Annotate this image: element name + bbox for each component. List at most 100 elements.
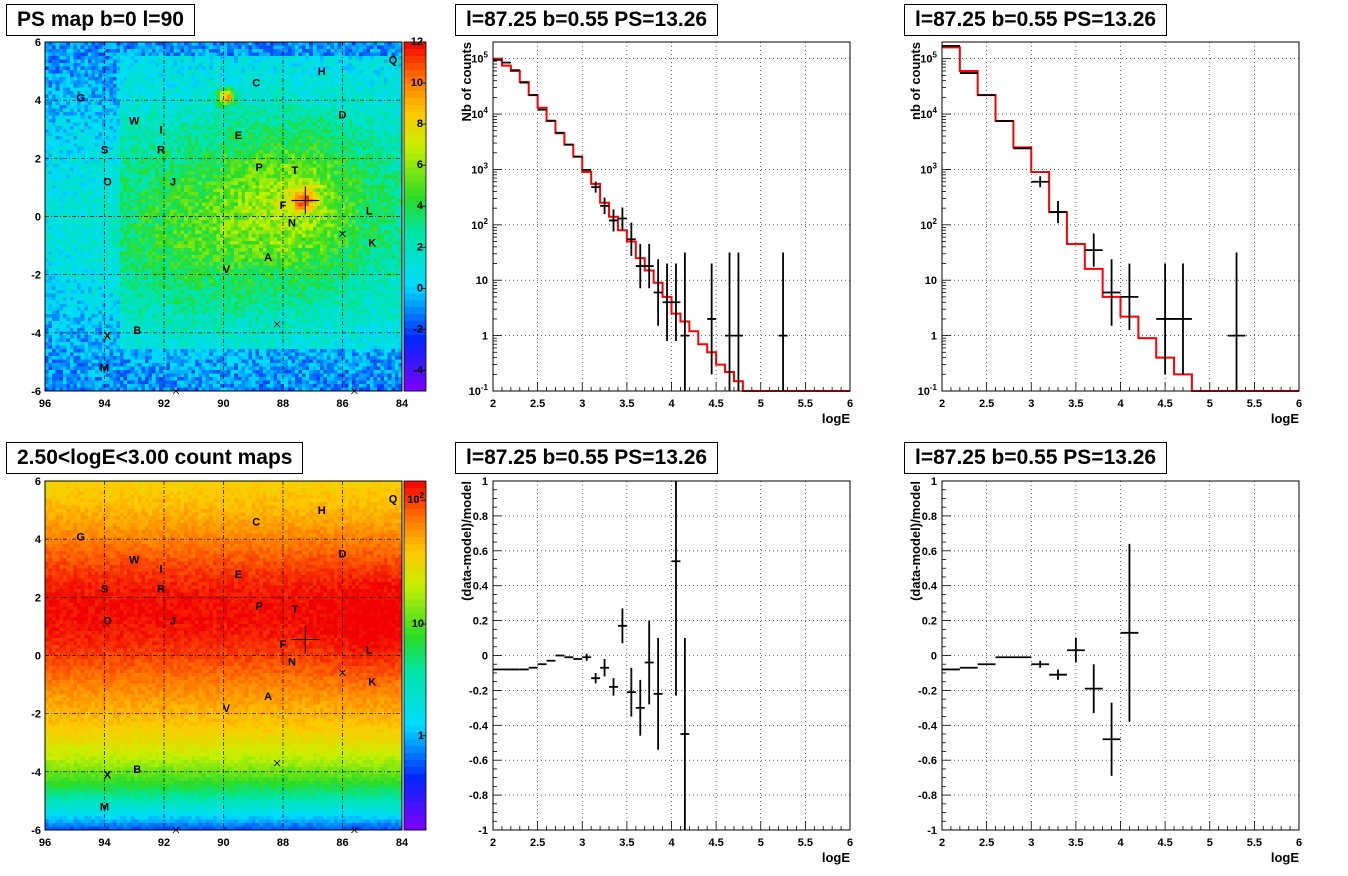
source-label-O: O — [103, 616, 112, 628]
source-label-A: A — [264, 691, 272, 703]
source-label-R: R — [157, 145, 165, 157]
res_bot1-xtick-label: 2.5 — [530, 837, 545, 849]
res_bot2-ytick-label: 0 — [931, 651, 937, 663]
source-label-K: K — [368, 238, 376, 250]
res_bot1-ytick-label: -0.2 — [469, 685, 488, 697]
res_bot1-ytick-label: 1 — [482, 476, 488, 488]
map_top-colorbar-tick: 0 — [417, 282, 423, 294]
source-label-C: C — [252, 517, 260, 529]
source-label-I: I — [159, 563, 162, 575]
map_bottom-ytick-label: -2 — [31, 709, 41, 721]
spec_top1-ytick-label: 1 — [482, 331, 488, 343]
source-label-G: G — [76, 531, 85, 543]
spec_top1-xlabel: logE — [822, 411, 850, 426]
source-label-T: T — [292, 604, 299, 616]
map_top-colorbar-tick: -4 — [413, 364, 424, 376]
res_bot1-xtick-label: 6 — [847, 837, 853, 849]
source-label-B: B — [133, 325, 141, 337]
res_bot2-xtick-label: 4.5 — [1157, 837, 1172, 849]
source-label-D: D — [339, 549, 347, 561]
spec_top2-ytick-label: 102 — [920, 217, 937, 232]
res_bot1-ytick-label: -1 — [478, 825, 488, 837]
res_bot2-ytick-label: 1 — [931, 476, 937, 488]
spec_top2-xtick-label: 3.5 — [1068, 398, 1083, 410]
source-label-P: P — [256, 162, 263, 174]
source-label-W: W — [129, 116, 140, 128]
source-label-V: V — [223, 264, 231, 276]
source-label-C: C — [252, 78, 260, 90]
res_bot1-ylabel: (data-model)/model — [459, 481, 474, 601]
source-label-A: A — [264, 252, 272, 264]
map_bottom-ytick-label: 0 — [35, 651, 41, 663]
res_bot2-xtick-label: 5.5 — [1247, 837, 1262, 849]
source-label-L: L — [366, 645, 373, 657]
res_bot2-xtick-label: 4 — [1117, 837, 1124, 849]
spec_top2-xlabel: logE — [1271, 411, 1299, 426]
spectrum-top1-title: l=87.25 b=0.55 PS=13.26 — [455, 4, 718, 36]
spec_top2-xtick-label: 2.5 — [979, 398, 994, 410]
map-top-title: PS map b=0 l=90 — [6, 4, 195, 36]
res_bot1-ytick-label: 0.2 — [473, 616, 488, 628]
source-label-S: S — [101, 145, 108, 157]
map-bottom-title: 2.50<logE<3.00 count maps — [6, 442, 303, 474]
map_top-ytick-label: 0 — [35, 212, 41, 224]
source-label-Q: Q — [389, 493, 398, 505]
spec_top1-xtick-label: 3.5 — [619, 398, 634, 410]
source-label-D: D — [339, 110, 347, 122]
res_bot1-xtick-label: 2 — [490, 837, 496, 849]
res_bot1-ytick-label: -0.6 — [469, 755, 488, 767]
spec_top1-xtick-label: 5 — [758, 398, 764, 410]
map_bottom-xtick-label: 88 — [277, 837, 289, 849]
spec_top1-xtick-label: 3 — [579, 398, 585, 410]
map_top-ytick-label: -2 — [31, 270, 41, 282]
source-label-J: J — [170, 616, 176, 628]
spec_top1-ytick-label: 102 — [471, 217, 488, 232]
source-label-F: F — [280, 200, 287, 212]
res_bot2-xtick-label: 3 — [1028, 837, 1034, 849]
res_bot2-ytick-label: 0.2 — [922, 616, 937, 628]
spec_top2-xtick-label: 4 — [1117, 398, 1124, 410]
map_top-colorbar-tick: -2 — [413, 323, 423, 335]
res_bot1-ytick-label: 0.8 — [473, 511, 488, 523]
source-label-F: F — [280, 639, 287, 651]
source-label-T: T — [292, 165, 299, 177]
spec_top1-xtick-label: 4 — [668, 398, 675, 410]
res_bot2-plot: 2 2.5 3 3.5 4 4.5 5 5.5 6-1-0.8-0.6-0.4-0.200.20… — [908, 476, 1302, 865]
res_bot2-xtick-label: 3.5 — [1068, 837, 1083, 849]
source-label-L: L — [366, 206, 373, 218]
spec_top1-xtick-label: 6 — [847, 398, 853, 410]
res_bot2-ytick-label: -0.2 — [918, 685, 937, 697]
source-label-X: X — [104, 770, 112, 782]
map_top-colorbar-tick: 6 — [417, 159, 423, 171]
spec_top2-xtick-label: 5.5 — [1247, 398, 1262, 410]
map_bottom-xtick-label: 94 — [98, 837, 111, 849]
res_bot2-xtick-label: 6 — [1296, 837, 1302, 849]
source-label-O: O — [103, 177, 112, 189]
res_bot2-ytick-label: 0.4 — [922, 581, 938, 593]
map_bottom-xtick-label: 90 — [217, 837, 229, 849]
res_bot1-ytick-label: -0.4 — [469, 720, 489, 732]
res_bot2-ytick-label: 0.6 — [922, 546, 937, 558]
map_top-xtick-label: 96 — [39, 398, 51, 410]
spec_top2-xtick-label: 2 — [939, 398, 945, 410]
source-label-H: H — [318, 66, 326, 78]
source-label-X: X — [104, 331, 112, 343]
map_bottom-ytick-label: 4 — [35, 534, 42, 546]
residual-bot2-title: l=87.25 b=0.55 PS=13.26 — [904, 442, 1167, 474]
map_bottom-ytick-label: -6 — [31, 825, 41, 837]
map_top-colorbar-tick: 12 — [411, 36, 423, 48]
source-label-N: N — [288, 217, 296, 229]
spec_top1-xtick-label: 2.5 — [530, 398, 545, 410]
res_bot2-xlabel: logE — [1271, 850, 1299, 865]
res_bot1-xtick-label: 5.5 — [798, 837, 813, 849]
map_top-colorbar-tick: 8 — [417, 118, 423, 130]
map_bottom-colorbar-tick: 1 — [418, 730, 424, 742]
res_bot1-ytick-label: 0.4 — [473, 581, 489, 593]
map_bottom-xtick-label: 86 — [336, 837, 348, 849]
res_bot2-ytick-label: -0.4 — [918, 720, 938, 732]
res_bot2-ylabel: (data-model)/model — [908, 481, 923, 601]
res_bot1-xtick-label: 5 — [758, 837, 764, 849]
